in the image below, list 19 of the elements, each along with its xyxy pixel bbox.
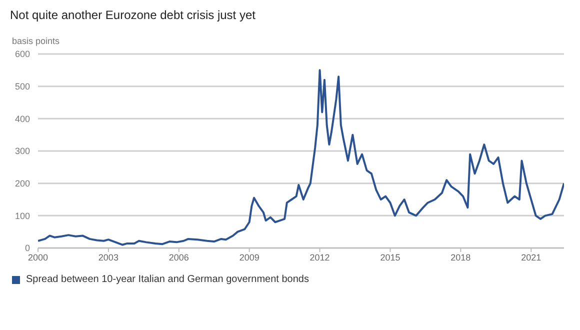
x-tick-label: 2018 [450,252,471,262]
x-tick-label: 2000 [28,252,48,262]
y-axis-title: basis points [12,36,61,46]
x-tick-label: 2012 [310,252,330,262]
y-tick-label: 200 [14,178,30,189]
x-tick-label: 2003 [98,252,118,262]
x-tick-label: 2015 [380,252,400,262]
y-tick-label: 600 [14,49,30,60]
y-tick-label: 100 [14,210,30,221]
y-tick-label: 0 [24,243,30,254]
y-tick-label: 400 [14,114,30,124]
chart-title: Not quite another Eurozone debt crisis just yet [10,8,256,22]
x-tick-label: 2006 [168,252,189,262]
legend-label: Spread between 10-year Italian and German government bonds [26,274,309,285]
x-tick-label: 2009 [239,252,260,262]
x-tick-label: 2021 [521,252,542,262]
y-tick-label: 500 [14,82,30,92]
y-tick-label: 300 [14,146,30,156]
line-series [38,69,564,246]
